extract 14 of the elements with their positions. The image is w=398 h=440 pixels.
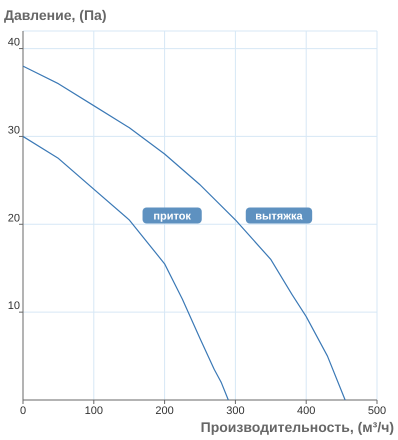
series-label: приток (153, 210, 192, 222)
x-tick-label: 0 (20, 405, 26, 417)
y-tick-label: 10 (8, 300, 20, 312)
x-tick-label: 500 (368, 405, 386, 417)
y-tick-label: 40 (8, 36, 20, 49)
y-tick-label: 30 (8, 124, 20, 136)
x-axis-title: Производительность, (м³/ч) (200, 419, 394, 435)
x-tick-label: 400 (297, 405, 316, 417)
x-tick-label: 300 (226, 405, 245, 417)
series-label: вытяжка (255, 210, 304, 222)
y-axis-title: Давление, (Па) (4, 7, 106, 23)
x-tick-label: 200 (155, 405, 174, 417)
x-tick-label: 100 (84, 405, 103, 417)
y-tick-label: 20 (8, 212, 20, 224)
